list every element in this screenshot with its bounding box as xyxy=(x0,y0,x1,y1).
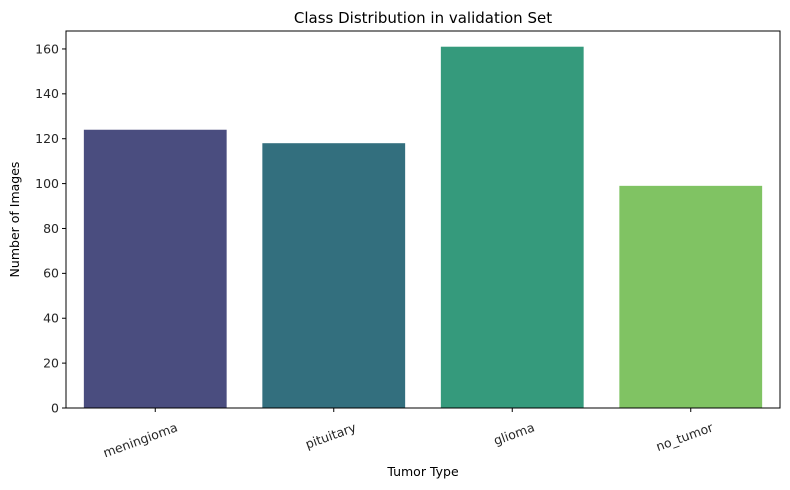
y-tick-label-40: 40 xyxy=(43,311,59,326)
y-tick-label-20: 20 xyxy=(43,355,59,370)
y-tick-label-100: 100 xyxy=(35,176,59,191)
bars-group xyxy=(83,46,763,408)
x-tick-label-no_tumor: no_tumor xyxy=(654,419,716,454)
x-axis-title: Tumor Type xyxy=(386,464,459,479)
y-tick-label-60: 60 xyxy=(43,266,59,281)
y-tick-label-160: 160 xyxy=(35,41,59,56)
x-tick-label-meningioma: meningioma xyxy=(101,420,179,461)
bar-no_tumor xyxy=(619,185,763,408)
y-tick-label-0: 0 xyxy=(51,400,59,415)
plot-frame xyxy=(65,30,781,409)
y-tick-label-140: 140 xyxy=(35,86,59,101)
x-tick-label-pituitary: pituitary xyxy=(303,419,358,451)
bar-pituitary xyxy=(262,143,406,408)
y-axis: 0 20 40 60 80 100 120 140 160 xyxy=(35,41,66,415)
y-tick-label-120: 120 xyxy=(35,131,59,146)
y-axis-title: Number of Images xyxy=(7,162,22,278)
y-tick-label-80: 80 xyxy=(43,221,59,236)
x-axis: meningioma pituitary glioma no_tumor xyxy=(101,408,716,460)
x-tick-label-glioma: glioma xyxy=(492,420,537,449)
bar-glioma xyxy=(440,46,584,408)
chart-title: Class Distribution in validation Set xyxy=(294,9,552,27)
bar-meningioma xyxy=(83,129,227,408)
